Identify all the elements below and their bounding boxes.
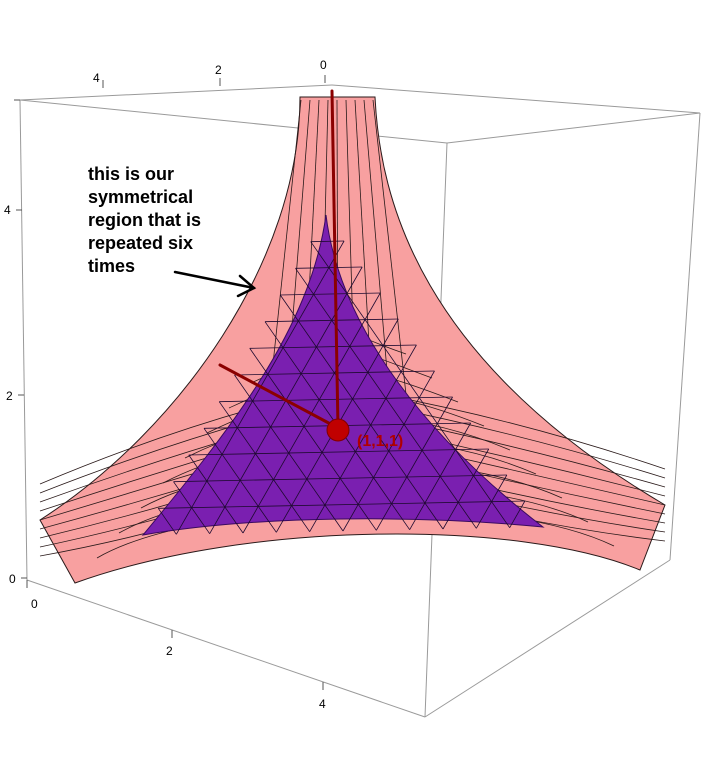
region-grid-line: [310, 240, 345, 243]
bottom-tick-label: 2: [166, 644, 173, 658]
region-grid-line: [158, 500, 525, 509]
region-grid-line: [280, 292, 381, 296]
region-grid-line: [309, 344, 417, 532]
region-grid-line: [188, 448, 489, 456]
point-marker: [326, 418, 350, 442]
tick-marks: [14, 75, 326, 690]
bottom-tick-label: 4: [319, 697, 326, 711]
region-grid-line: [218, 401, 310, 532]
region-grid-line: [249, 344, 417, 349]
left-tick-label: 0: [9, 572, 16, 586]
annotation-line: region that is: [88, 210, 202, 230]
region-grid-line: [249, 348, 377, 531]
region-grid: [157, 240, 526, 535]
region-grid-line: [173, 474, 507, 483]
annotation-line: repeated six: [88, 233, 194, 253]
annotation-line: this is our: [88, 164, 175, 184]
annotation-text: this is our symmetrical region that is r…: [88, 163, 278, 278]
vertical-axis-line: [330, 89, 340, 430]
annotation-line: symmetrical: [88, 187, 194, 207]
left-tick-label: 4: [4, 203, 11, 217]
bottom-tick-label: 0: [31, 597, 38, 611]
left-tick-label: 2: [6, 389, 13, 403]
region-grid-line: [279, 294, 444, 530]
region-grid-line: [157, 508, 177, 535]
region-grid-line: [375, 396, 453, 531]
diagonal-axis-line: [218, 363, 340, 430]
axis-lines: [218, 89, 340, 430]
top-tick-label: 0: [320, 58, 327, 72]
region-grid-line: [509, 500, 526, 528]
region-grid-line: [442, 448, 490, 530]
surface-grid-line: [372, 99, 411, 431]
region-grid-line: [310, 241, 510, 528]
region-grid-line: [188, 454, 244, 534]
annotation-arrow: [173, 270, 257, 298]
top-tick-label: 2: [215, 63, 222, 77]
point-label: (1,1,1): [357, 433, 403, 450]
region-grid-line: [219, 396, 453, 403]
annotation-line: times: [88, 256, 136, 276]
top-tick-label: 4: [93, 71, 100, 85]
region-grid-line: [295, 268, 477, 529]
